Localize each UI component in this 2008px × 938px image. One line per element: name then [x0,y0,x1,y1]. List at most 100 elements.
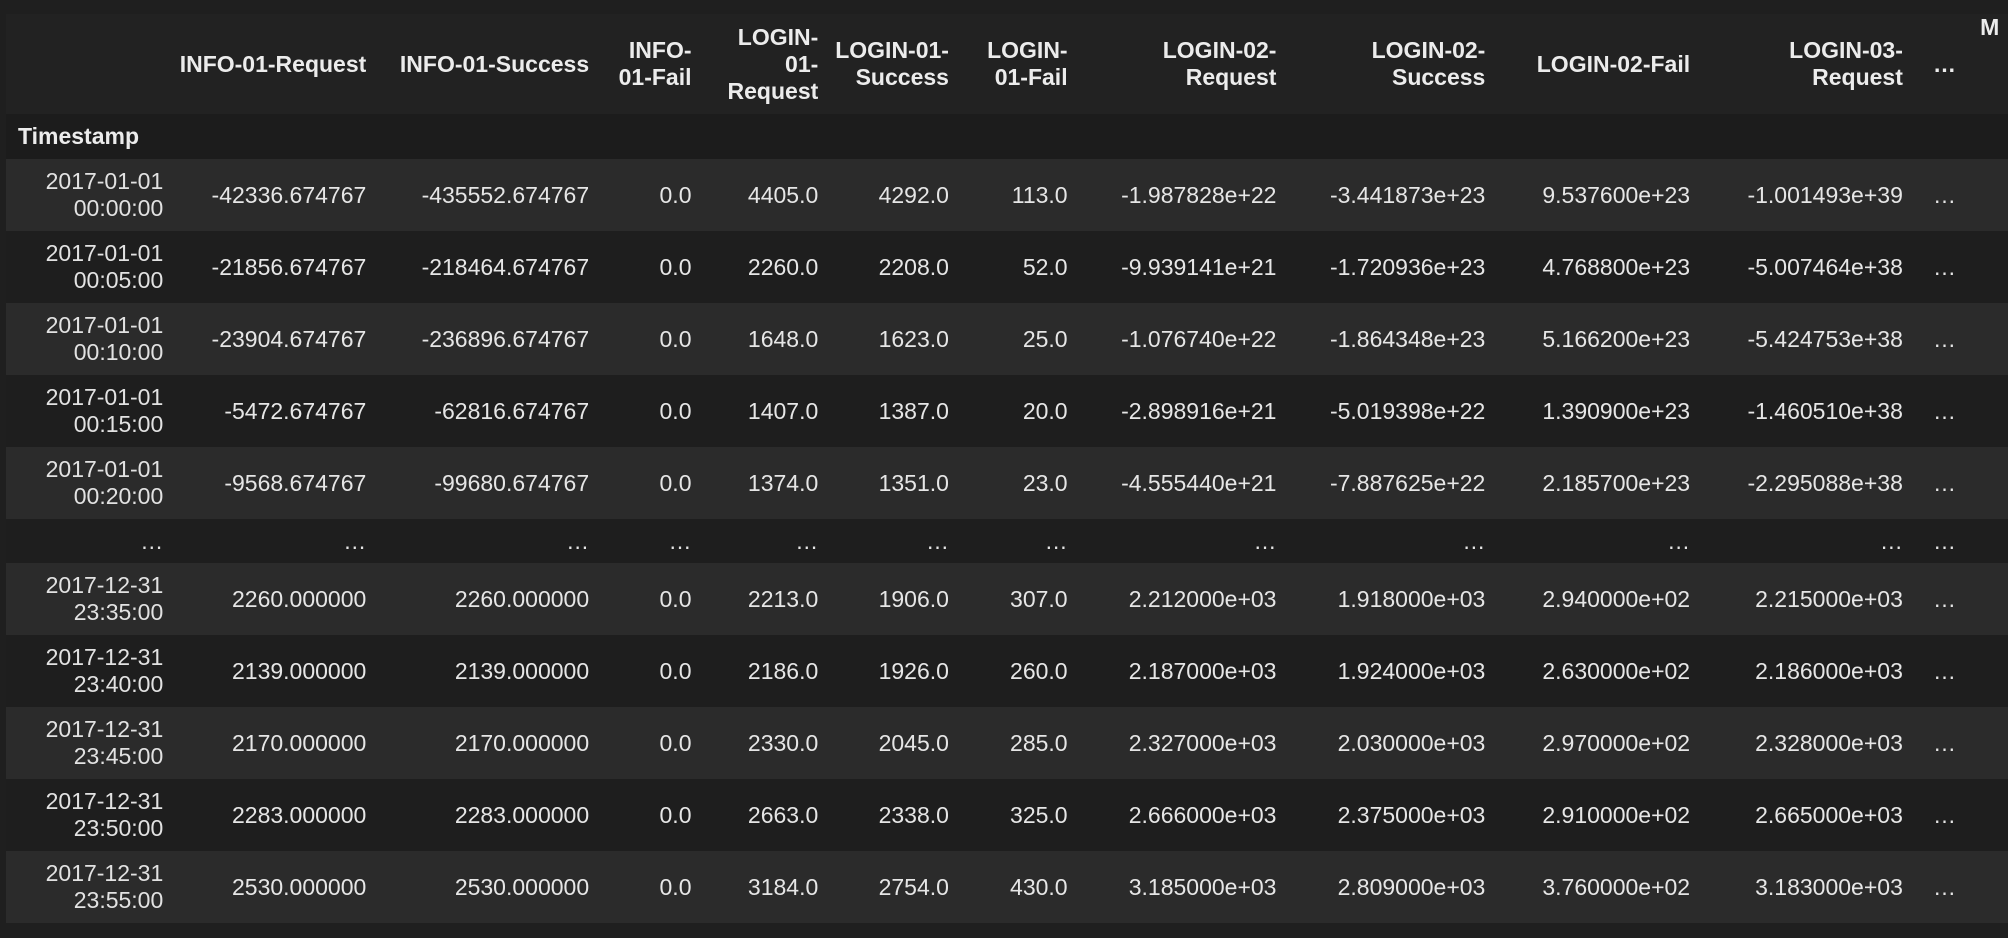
table-cell: 2.327000e+03 [1128,729,1277,756]
column-header: LOGIN-02-Fail [1501,14,1707,114]
table-row: 2017-12-31 23:45:00 2170.000000 2170.00000… [6,707,2008,779]
ellipsis-cell: … [1933,397,1957,424]
table-cell: … [1667,527,1691,554]
table-cell: 2.215000e+03 [1755,585,1903,612]
table-cell: -435552.674767 [421,181,590,208]
table-cell: 2170.000000 [231,729,367,756]
table-cell: 0.0 [659,585,692,612]
table-cell: 20.0 [1022,397,1068,424]
table-cell: 430.0 [1010,873,1068,900]
table-cell: -1.720936e+23 [1329,253,1486,280]
dataframe-output: INFO-01-Request INFO-01-Success INFO-01-… [6,14,2008,938]
index-name: Timestamp [6,114,180,159]
table-cell: 2139.000000 [454,657,590,684]
table-cell: -23904.674767 [211,325,367,352]
table-cell: … [668,527,692,554]
table-cell: 4.768800e+23 [1542,253,1691,280]
table-cell: 25.0 [1022,325,1068,352]
table-cell: 2.328000e+03 [1755,729,1903,756]
table-cell: -1.076740e+22 [1121,325,1277,352]
truncated-cell [1970,231,2008,303]
table-row: 2017-12-31 23:50:00 2283.000000 2283.00000… [6,779,2008,851]
truncated-cell [1970,159,2008,231]
row-index: 2017-12-31 23:55:00 [45,860,164,913]
table-cell: 2338.0 [878,801,949,828]
table-cell: 2530.000000 [454,873,590,900]
ellipsis-cell: … [1933,657,1957,684]
table-row: 2017-01-01 00:05:00 -21856.674767 -218464.… [6,231,2008,303]
table-cell: 9.537600e+23 [1542,181,1691,208]
table-cell: -9568.674767 [224,469,367,496]
table-cell: -3.441873e+23 [1329,181,1486,208]
table-cell: … [1879,527,1903,554]
table-cell: 2283.000000 [231,801,367,828]
table-cell: 0.0 [659,729,692,756]
table-cell: 2260.000000 [454,585,590,612]
table-cell: 1.390900e+23 [1542,397,1691,424]
table-cell: 23.0 [1022,469,1068,496]
table-cell: -1.460510e+38 [1747,397,1903,424]
table-cell: 307.0 [1010,585,1068,612]
table-cell: 2186.0 [747,657,819,684]
ellipsis-cell: … [1933,801,1957,828]
table-cell: 1387.0 [878,397,949,424]
table-cell: … [566,527,590,554]
table-cell: … [925,527,949,554]
table-cell: -1.864348e+23 [1329,325,1486,352]
ellipsis-cell: … [1933,181,1957,208]
table-cell: 3.185000e+03 [1128,873,1277,900]
table-cell: 2.666000e+03 [1128,801,1277,828]
table-cell: 2213.0 [747,585,819,612]
ellipsis-cell: … [1933,873,1957,900]
table-cell: 2283.000000 [454,801,590,828]
table-cell: 0.0 [659,181,692,208]
column-header: INFO-01-Success [382,14,606,114]
truncated-cell [1970,519,2008,563]
table-cell: 2.212000e+03 [1128,585,1277,612]
table-cell: -218464.674767 [421,253,590,280]
table-cell: -2.898916e+21 [1121,397,1277,424]
table-cell: -1.987828e+22 [1121,181,1277,208]
truncated-cell [1970,563,2008,635]
table-body: 2017-01-01 00:00:00 -42336.674767 -435552.… [6,159,2008,923]
column-header-row: INFO-01-Request INFO-01-Success INFO-01-… [6,14,2008,114]
table-cell: 2170.000000 [454,729,590,756]
table-row: 2017-01-01 00:00:00 -42336.674767 -435552.… [6,159,2008,231]
dataframe-table: INFO-01-Request INFO-01-Success INFO-01-… [6,14,2008,923]
row-index: 2017-01-01 00:10:00 [45,312,164,365]
truncated-cell [1970,851,2008,923]
table-row: 2017-12-31 23:35:00 2260.000000 2260.00000… [6,563,2008,635]
table-cell: 113.0 [1011,181,1068,208]
truncated-cell [1970,779,2008,851]
table-cell: 1.918000e+03 [1337,585,1486,612]
ellipsis-cell: … [1933,469,1957,496]
ellipsis-cell: … [1933,527,1957,554]
table-cell: … [1253,527,1277,554]
truncated-cell [1970,303,2008,375]
row-index: 2017-01-01 00:05:00 [45,240,164,293]
table-cell: 2663.0 [747,801,819,828]
index-header-row: Timestamp [6,114,2008,159]
table-cell: 2330.0 [747,729,819,756]
table-cell: -7.887625e+22 [1329,469,1486,496]
row-index: 2017-12-31 23:50:00 [45,788,164,841]
table-cell: 1351.0 [878,469,949,496]
truncated-cell [1970,635,2008,707]
table-cell: -42336.674767 [211,181,367,208]
table-cell: 2.665000e+03 [1755,801,1903,828]
row-index: 2017-12-31 23:45:00 [45,716,164,769]
ellipsis-row: ……………………………… [6,519,2008,563]
table-row: 2017-01-01 00:15:00 -5472.674767 -62816.67… [6,375,2008,447]
table-cell: 1623.0 [878,325,949,352]
table-cell: -5472.674767 [224,397,367,424]
table-cell: -2.295088e+38 [1747,469,1903,496]
table-cell: 0.0 [659,657,692,684]
table-row: 2017-12-31 23:55:00 2530.000000 2530.00000… [6,851,2008,923]
table-cell: 0.0 [659,801,692,828]
table-row: 2017-12-31 23:40:00 2139.000000 2139.00000… [6,635,2008,707]
column-header: LOGIN-01-Request [707,14,835,114]
table-row: 2017-01-01 00:10:00 -23904.674767 -236896.… [6,303,2008,375]
table-cell: … [795,527,819,554]
table-cell: 260.0 [1010,657,1068,684]
ellipsis-cell: … [1933,585,1957,612]
